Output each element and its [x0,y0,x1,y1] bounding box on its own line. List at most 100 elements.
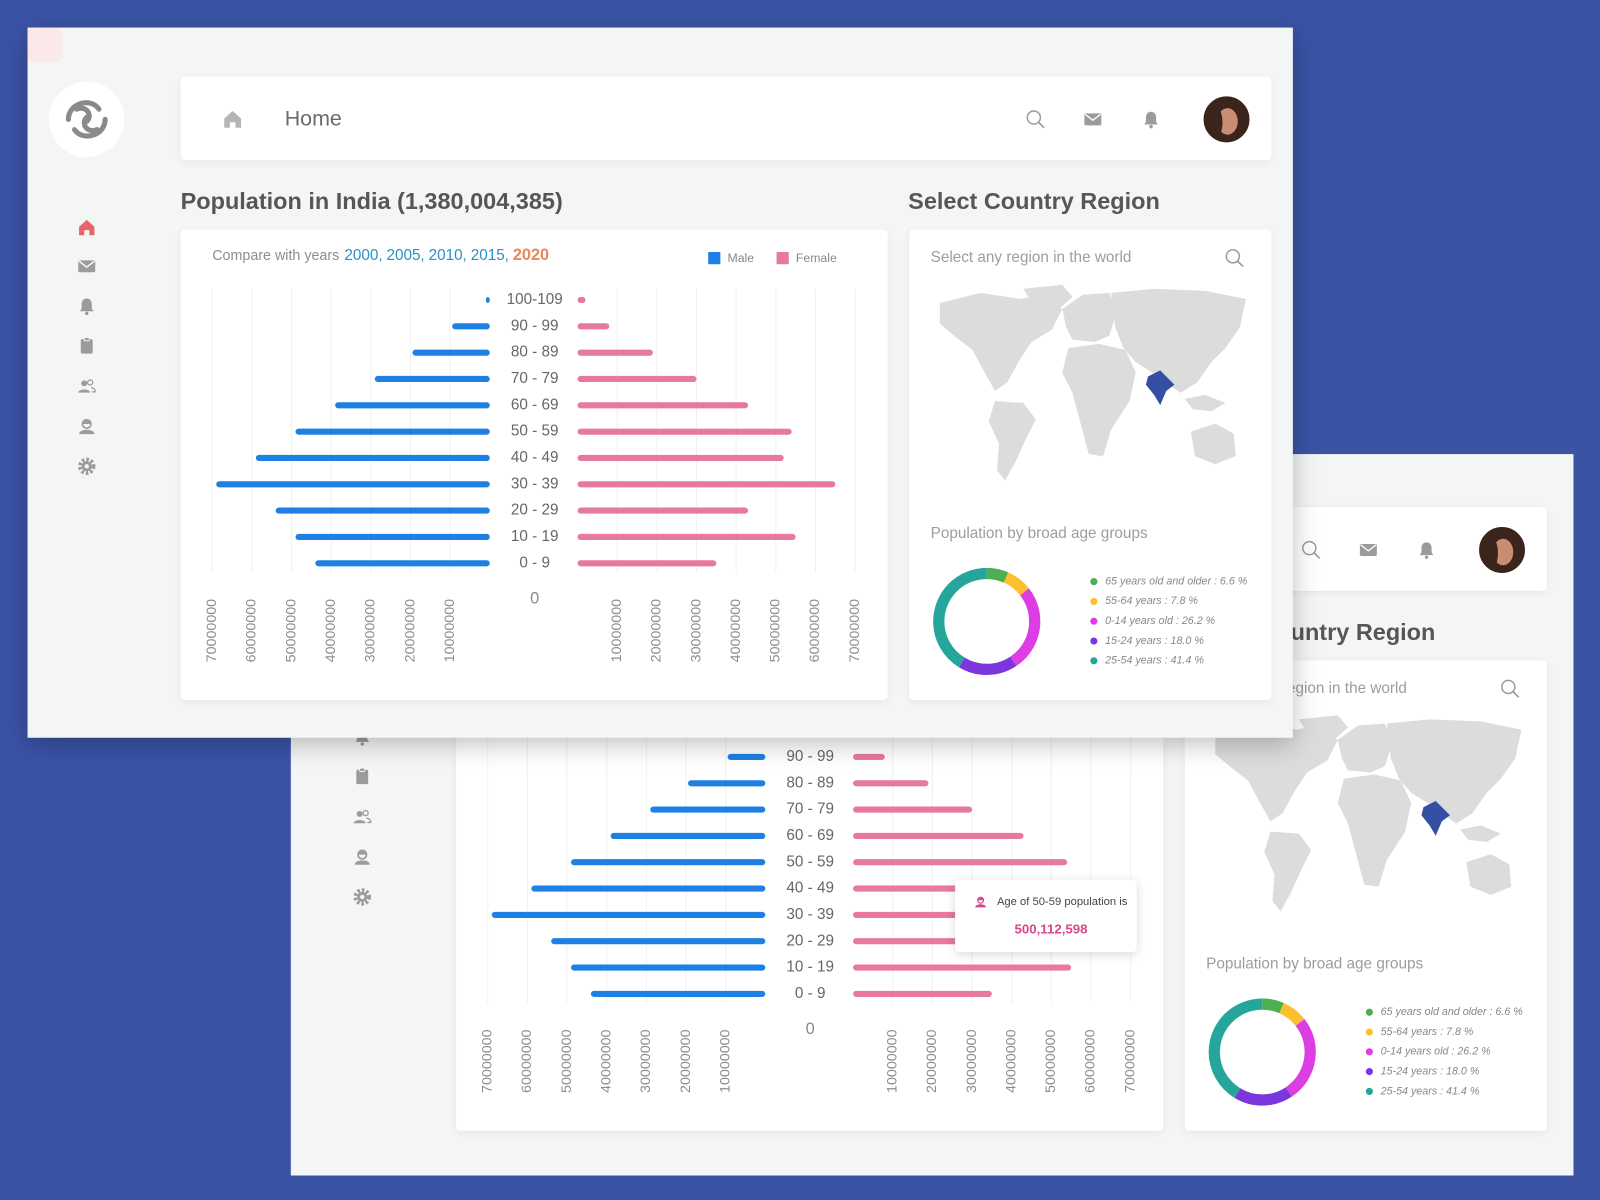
x-tick-label: 0 [530,589,539,607]
logo-stroke [71,116,108,139]
bar [853,964,1072,971]
x-tick-label: 30000000 [638,1029,654,1093]
users-shape [90,386,96,393]
region-card: Select any region in the world Population… [909,229,1272,700]
bar [491,911,766,918]
region-card: Select any region in the world Population… [1184,660,1547,1131]
gear-icon[interactable] [77,456,97,476]
mail-icon[interactable] [1083,109,1103,129]
australia [1466,854,1512,895]
home-icon[interactable] [221,108,243,130]
search-icon[interactable] [1024,108,1046,130]
search-icon[interactable] [1223,247,1245,269]
bar [853,806,973,813]
search-icon[interactable] [1300,539,1322,561]
x-tick-label: 60000000 [807,599,823,663]
users-shape [356,810,363,817]
asia [1111,288,1246,393]
bell-icon[interactable] [1416,540,1436,560]
x-tick-label: 70000000 [480,1029,496,1093]
legend-dot [1090,617,1098,625]
users-icon[interactable] [77,377,97,397]
avatar[interactable] [1199,92,1254,147]
bar [577,375,697,383]
legend-dot [1090,578,1098,586]
legend-label: 65 years old and older : 6.6 % [1105,575,1248,587]
legend-label: 0-14 years old : 26.2 % [1381,1046,1492,1058]
search-icon[interactable] [1499,678,1521,700]
world-map [939,284,1246,481]
mail-icon[interactable] [77,256,97,276]
age-label: 0 - 9 [795,985,826,1002]
user-shape [354,860,370,865]
legend-label: 0-14 years old : 26.2 % [1105,615,1216,627]
mail-shape [1360,544,1377,552]
home-icon[interactable] [77,217,97,237]
bar [577,296,586,304]
mail-icon[interactable] [1358,540,1378,560]
southeast-asia [1184,394,1226,412]
bell-shape [85,311,89,316]
x-tick-label: 40000000 [323,599,339,663]
bar [590,990,766,997]
year-option[interactable]: 2020 [512,246,550,265]
home-shape [79,219,95,236]
users-icon[interactable] [352,807,372,827]
year-option[interactable]: 2010 [428,246,463,265]
users-shape [86,379,94,386]
age-label: 60 - 69 [511,396,559,413]
logo-stroke [65,100,102,122]
x-tick-label: 50000000 [768,599,784,663]
age-label: 20 - 29 [786,932,834,949]
bar [853,859,1068,866]
donut-chart: 65 years old and older : 6.6 % 55-64 year… [933,567,1248,675]
bar [577,402,749,409]
search-shape [1037,121,1045,129]
age-label: 10 - 19 [786,959,834,976]
bar [275,507,490,514]
legend-swatch [708,252,721,265]
x-tick-label: 70000000 [847,599,863,663]
bar [216,481,490,488]
sidebar-active-bg [27,27,63,63]
avatar-hair-side [1210,107,1223,138]
bar [571,964,766,971]
user-icon[interactable] [352,847,372,867]
search-shape [1302,540,1317,556]
bar [485,296,490,304]
legend-label: 15-24 years : 18.0 % [1105,635,1204,647]
clip-icon[interactable] [352,766,372,786]
tooltip-value: 500,112,598 [1014,921,1088,937]
x-tick-label: 60000000 [519,1029,535,1093]
africa [1062,343,1136,457]
age-label: 20 - 29 [511,502,559,519]
tooltip-text: Age of 50-59 population is [996,895,1128,909]
bar [853,753,885,760]
region-search[interactable]: Select any region in the world [930,248,1132,267]
clip-icon[interactable] [77,336,97,356]
bar [577,533,796,540]
bell-icon[interactable] [1141,109,1161,129]
bar [687,780,766,787]
x-tick-label: 40000000 [1003,1029,1019,1093]
legend-swatch [776,252,789,265]
bar [412,349,490,356]
legend-label: 25-54 years : 41.4 % [1380,1085,1480,1097]
bell-icon[interactable] [77,296,97,316]
bar [577,481,836,488]
legend-label: Male [727,251,755,266]
legend-dot [1090,657,1098,665]
bar [531,885,766,892]
x-tick-label: 10000000 [609,599,625,663]
legend-dot [1090,597,1098,605]
bell-shape [1424,555,1429,559]
year-option[interactable]: 2005 [386,246,421,265]
year-option[interactable]: 2000 [344,246,379,265]
donut-chart: 65 years old and older : 6.6 % 55-64 year… [1208,998,1523,1106]
user-icon[interactable] [77,416,97,436]
x-tick-label: 30000000 [688,599,704,663]
gear-icon[interactable] [352,887,372,907]
europe [1062,292,1118,342]
year-option[interactable]: 2015 [470,246,505,265]
avatar[interactable] [1474,522,1529,577]
